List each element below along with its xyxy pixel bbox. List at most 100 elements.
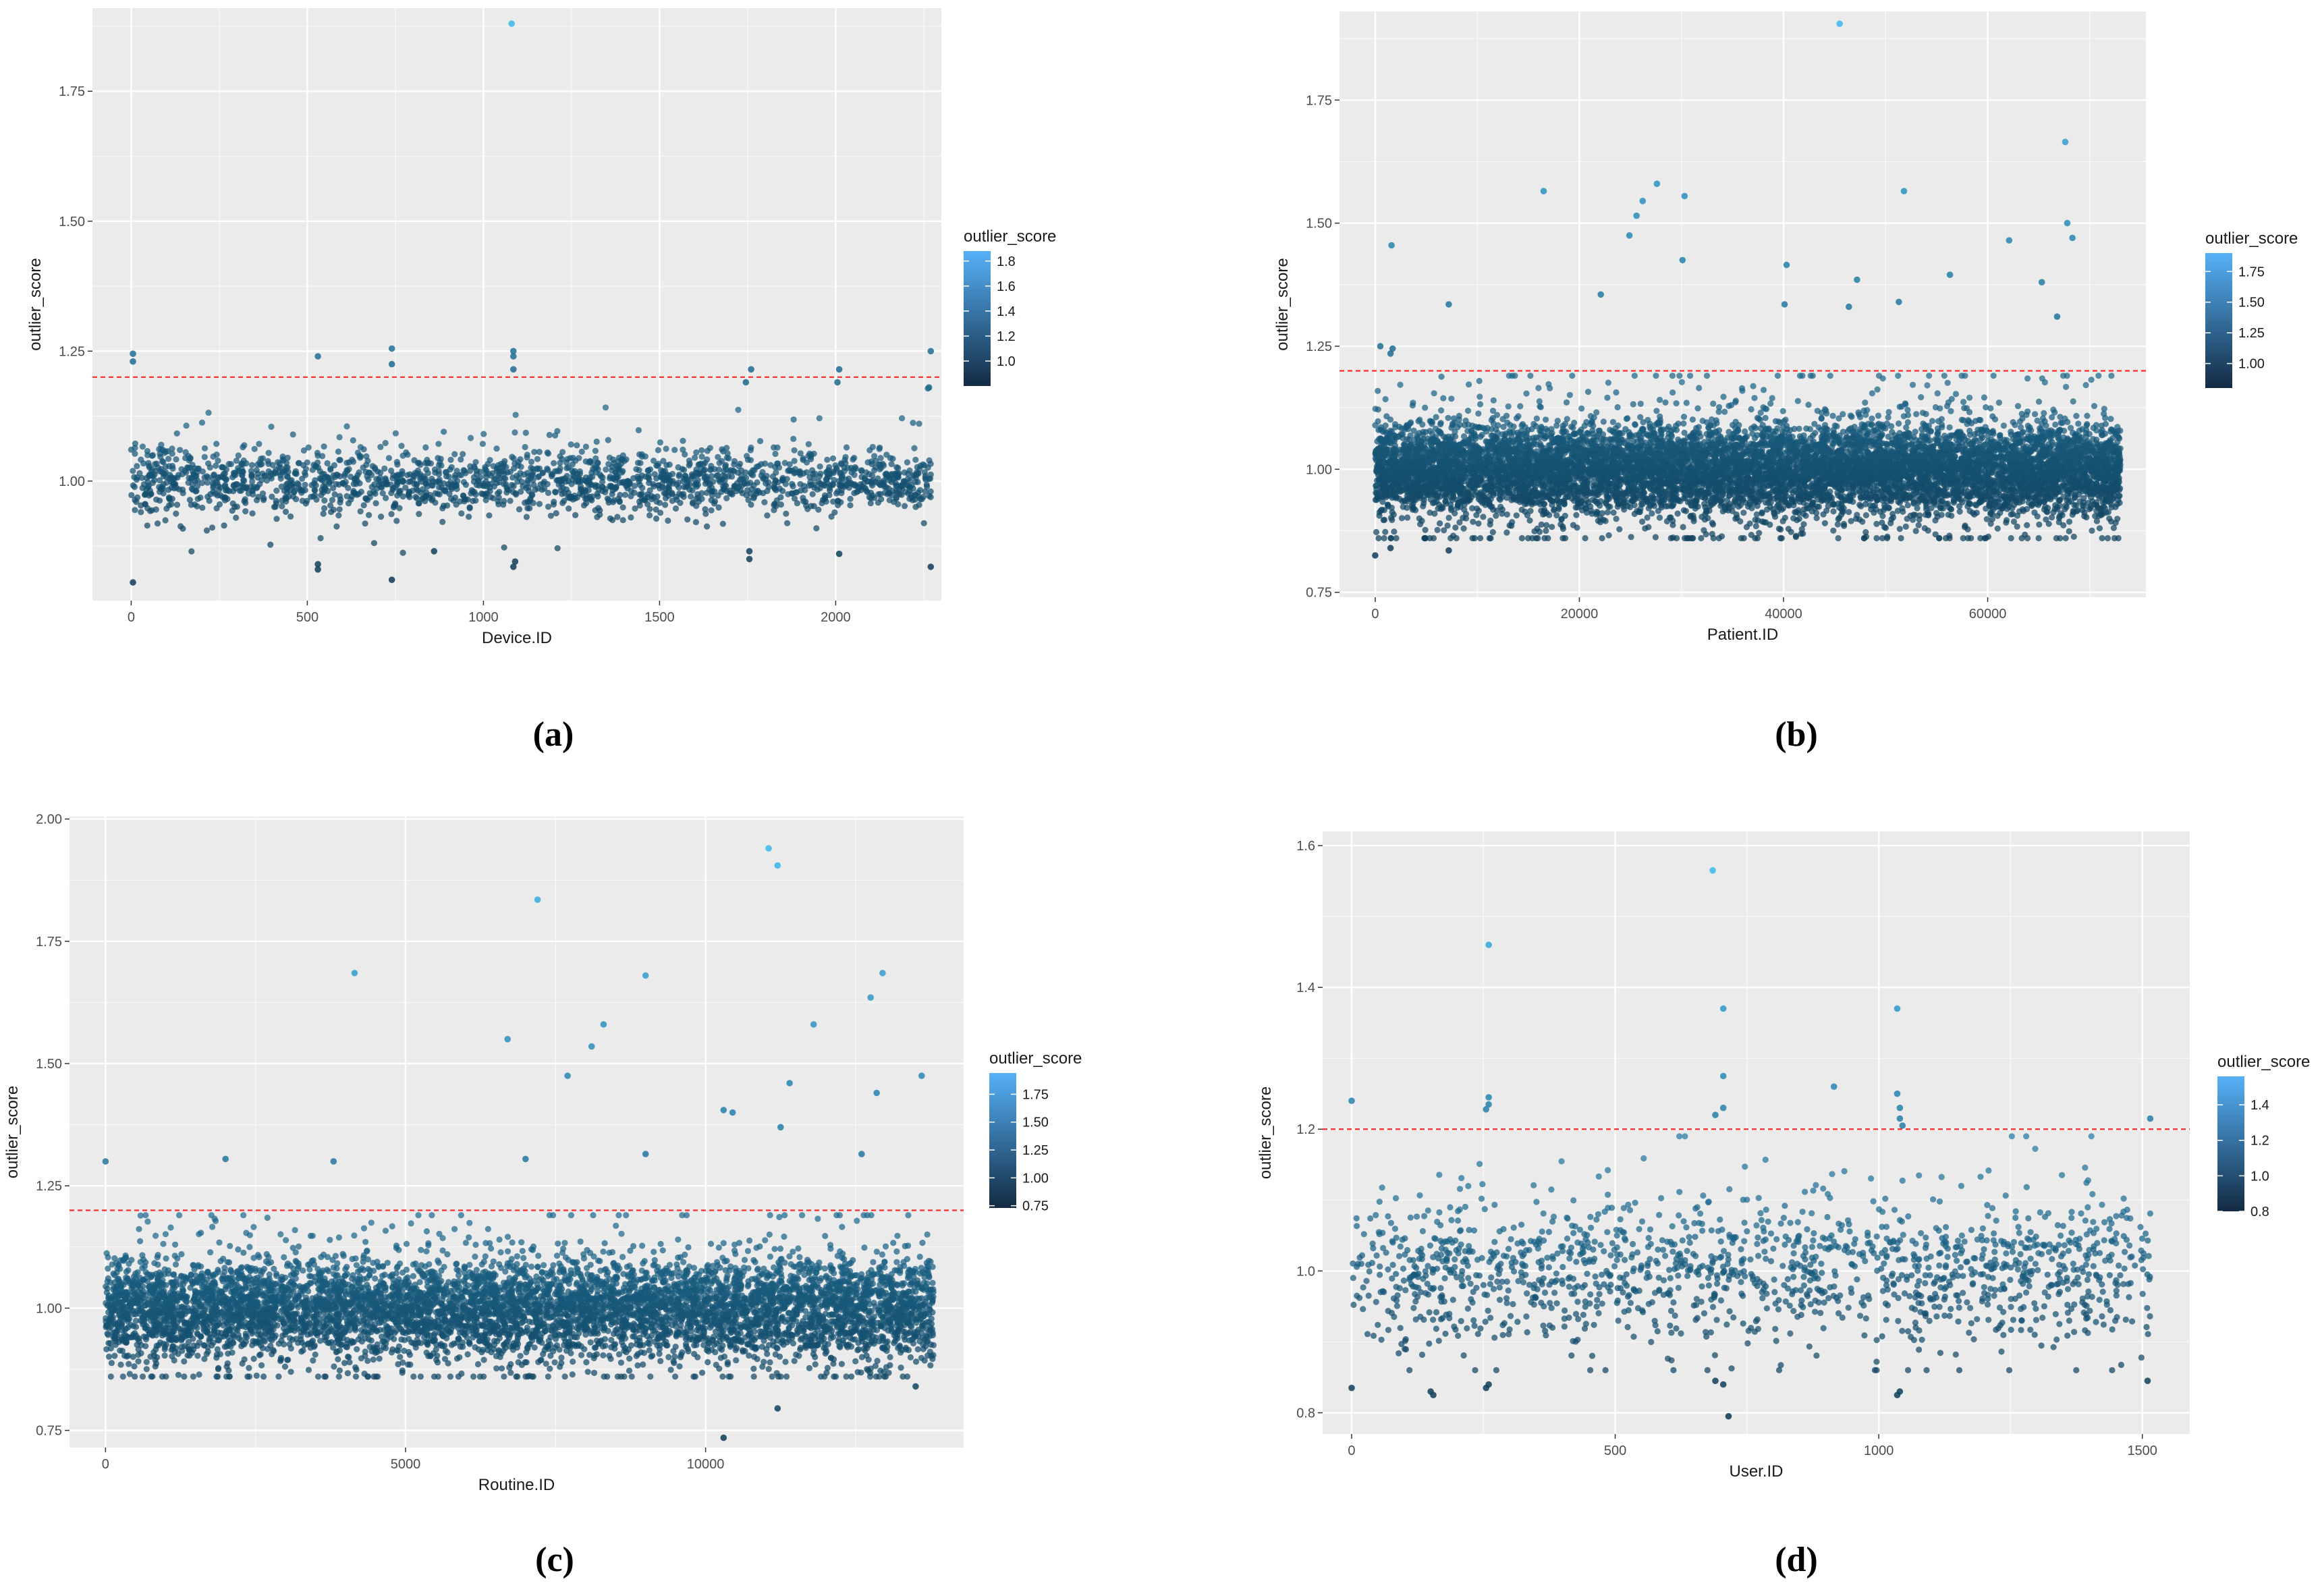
data-point: [777, 494, 784, 501]
data-point: [680, 437, 686, 444]
data-point: [205, 410, 212, 416]
data-point: [682, 451, 688, 458]
data-point: [304, 497, 310, 504]
data-point: [416, 460, 422, 466]
data-point: [221, 483, 228, 490]
data-point: [754, 487, 761, 495]
data-point: [588, 460, 595, 466]
data-point: [336, 434, 343, 441]
data-point: [183, 422, 190, 429]
data-point: [1924, 382, 1931, 389]
data-point: [1404, 514, 1411, 521]
data-point: [715, 504, 722, 511]
data-point: [2024, 522, 2031, 528]
data-point: [1896, 526, 1903, 532]
data-point: [823, 476, 830, 483]
data-point: [308, 493, 314, 500]
data-point: [671, 447, 678, 453]
outlier-point: [835, 550, 843, 557]
data-point: [495, 462, 502, 468]
data-point: [645, 467, 652, 474]
data-point: [655, 462, 661, 469]
data-point: [895, 471, 902, 478]
data-point: [235, 452, 242, 459]
data-point: [758, 472, 765, 479]
data-point: [188, 548, 195, 555]
data-point: [1956, 508, 1963, 515]
data-point: [537, 481, 544, 488]
data-point: [493, 445, 500, 452]
data-point: [269, 462, 276, 468]
data-point: [708, 507, 715, 514]
data-point: [283, 498, 289, 505]
data-point: [520, 483, 526, 490]
data-point: [619, 504, 626, 511]
data-point: [2070, 533, 2077, 540]
data-point: [509, 453, 516, 460]
data-point: [145, 460, 152, 466]
data-point: [748, 485, 755, 493]
data-point: [858, 474, 865, 480]
data-point: [1829, 412, 1836, 419]
data-point: [660, 458, 667, 464]
data-point: [631, 483, 638, 489]
data-point: [765, 484, 772, 491]
data-point: [1669, 373, 1676, 379]
data-point: [821, 482, 828, 489]
data-point: [1604, 394, 1611, 402]
data-point: [458, 456, 464, 463]
data-point: [320, 510, 327, 517]
data-point: [295, 481, 302, 488]
data-point: [472, 497, 479, 504]
data-point: [846, 475, 852, 482]
data-point: [215, 458, 221, 464]
data-point: [720, 448, 727, 455]
data-point: [582, 495, 589, 503]
data-point: [2098, 422, 2105, 429]
data-point: [747, 457, 754, 464]
data-point: [692, 481, 700, 488]
data-point: [585, 487, 592, 494]
data-point: [329, 497, 335, 503]
data-point: [528, 458, 535, 466]
data-point: [722, 462, 729, 468]
data-point: [791, 458, 798, 464]
outlier-point: [510, 353, 517, 360]
data-point: [651, 471, 658, 478]
data-point: [574, 442, 580, 449]
data-point: [646, 505, 653, 512]
data-point: [904, 476, 912, 483]
data-point: [628, 514, 634, 521]
data-point: [734, 469, 742, 476]
data-point: [328, 509, 335, 516]
data-point: [319, 476, 325, 484]
data-point: [688, 476, 695, 483]
data-point: [858, 468, 865, 474]
data-point: [791, 447, 798, 453]
data-point: [810, 470, 817, 477]
data-point: [686, 460, 693, 467]
data-point: [802, 498, 809, 505]
data-point: [426, 495, 433, 501]
data-point: [719, 520, 726, 527]
data-point: [1896, 420, 1902, 427]
data-point: [553, 510, 559, 517]
outlier-point: [510, 366, 517, 373]
data-point: [169, 465, 176, 472]
data-point: [2014, 403, 2022, 410]
data-point: [219, 474, 226, 480]
data-point: [609, 517, 616, 524]
data-point: [162, 517, 169, 524]
data-point: [902, 489, 909, 495]
data-point: [2070, 398, 2076, 405]
data-point: [1637, 400, 1644, 408]
data-point: [295, 460, 302, 466]
data-point: [704, 456, 711, 463]
data-point: [675, 484, 682, 491]
data-point: [1794, 397, 1801, 404]
data-point: [175, 486, 183, 493]
data-point: [888, 478, 895, 485]
data-point: [335, 448, 341, 455]
data-point: [565, 505, 572, 512]
data-point: [887, 455, 893, 462]
